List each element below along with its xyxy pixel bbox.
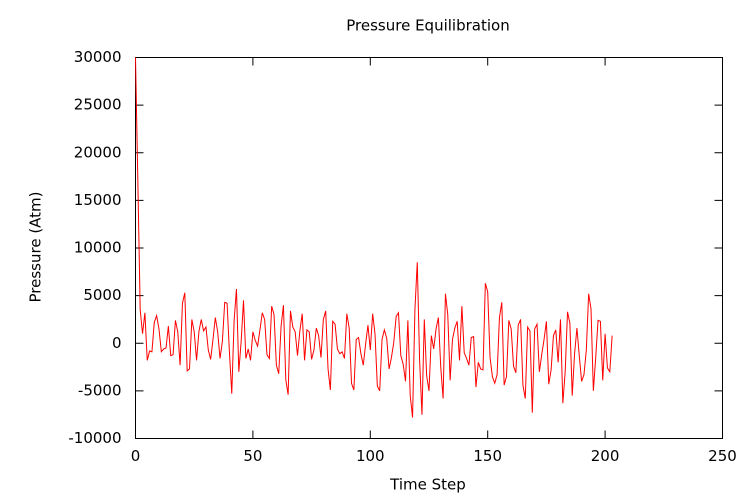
y-tick-label: 25000 [74, 96, 122, 114]
chart-title: Pressure Equilibration [346, 17, 509, 35]
y-tick-label: 15000 [74, 191, 122, 209]
y-tick-label: 30000 [74, 48, 122, 66]
y-axis-label: Pressure (Atm) [27, 191, 45, 302]
y-tick-label: 20000 [74, 143, 122, 161]
y-tick-label: -10000 [68, 429, 121, 447]
y-tick-label: -5000 [78, 381, 122, 399]
y-tick-label: 5000 [83, 286, 121, 304]
x-tick-label: 200 [591, 447, 620, 465]
x-tick-label: 0 [131, 447, 141, 465]
x-tick-label: 50 [243, 447, 262, 465]
x-tick-label: 100 [356, 447, 385, 465]
y-tick-label: 0 [112, 334, 122, 352]
data-line [135, 57, 613, 418]
x-tick-label: 150 [473, 447, 502, 465]
x-tick-label: 250 [708, 447, 737, 465]
y-tick-label: 10000 [74, 239, 122, 257]
x-axis-label: Time Step [389, 476, 466, 494]
